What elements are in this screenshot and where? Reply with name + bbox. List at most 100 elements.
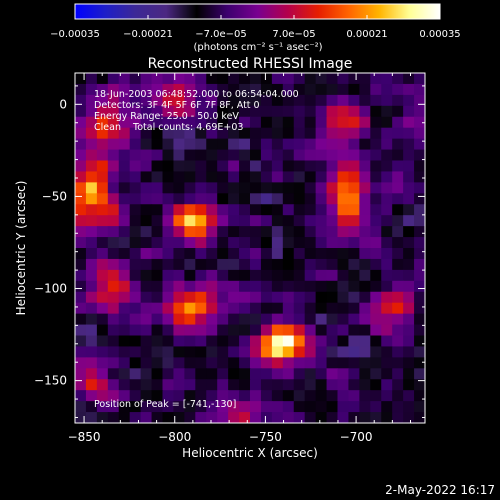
heatmap-cell bbox=[250, 313, 262, 326]
heatmap-cell bbox=[392, 204, 404, 216]
heatmap-cell bbox=[282, 171, 295, 183]
heatmap-cell bbox=[107, 324, 120, 337]
heatmap-cell bbox=[403, 116, 415, 129]
heatmap-cell bbox=[304, 357, 317, 369]
heatmap-cell bbox=[337, 105, 350, 118]
heatmap-cell bbox=[250, 138, 262, 151]
heatmap-cell bbox=[162, 357, 175, 369]
heatmap-cell bbox=[228, 138, 240, 151]
heatmap-cell bbox=[403, 204, 415, 216]
heatmap-cell bbox=[75, 171, 87, 183]
heatmap-cell bbox=[381, 226, 393, 238]
heatmap-cell bbox=[282, 401, 295, 413]
heatmap-cell bbox=[75, 105, 87, 118]
heatmap-cell bbox=[195, 324, 207, 337]
heatmap-cell bbox=[140, 280, 153, 293]
y-axis-ticks: 0 −50 −100 −150 bbox=[34, 85, 425, 418]
heatmap-cell bbox=[260, 73, 273, 85]
heatmap-cell bbox=[118, 237, 131, 249]
heatmap-cell bbox=[392, 335, 404, 348]
heatmap-cell bbox=[85, 390, 98, 402]
heatmap-cell bbox=[293, 401, 306, 413]
heatmap-cell bbox=[129, 379, 142, 391]
heatmap-cell bbox=[162, 368, 175, 380]
heatmap-cell bbox=[326, 368, 339, 380]
heatmap-cell bbox=[173, 149, 185, 162]
heatmap-cell bbox=[293, 291, 306, 304]
heatmap-cell bbox=[381, 83, 393, 96]
heatmap-cell bbox=[228, 160, 240, 173]
heatmap-cell bbox=[217, 412, 229, 423]
x-axis-ticks: −850 −800 −750 −700 bbox=[68, 73, 411, 444]
heatmap-cell bbox=[173, 204, 185, 216]
heatmap-cell bbox=[392, 116, 404, 129]
heatmap-cell bbox=[260, 291, 273, 304]
x-tick-label: −700 bbox=[340, 430, 373, 444]
heatmap-cell bbox=[195, 215, 207, 227]
heatmap-cell bbox=[260, 379, 273, 391]
heatmap-cell bbox=[250, 171, 262, 183]
heatmap-cell bbox=[359, 138, 371, 151]
heatmap-cell bbox=[162, 116, 175, 129]
heatmap-cell bbox=[392, 160, 404, 173]
heatmap-cell bbox=[414, 313, 425, 326]
heatmap-cell bbox=[392, 291, 404, 304]
heatmap-cell bbox=[250, 215, 262, 227]
heatmap-cell bbox=[140, 149, 153, 162]
heatmap-cell bbox=[326, 215, 339, 227]
heatmap-cell bbox=[304, 390, 317, 402]
heatmap-cell bbox=[250, 379, 262, 391]
heatmap-cell bbox=[107, 401, 120, 413]
heatmap-cell bbox=[315, 182, 328, 194]
heatmap-cell bbox=[75, 204, 87, 216]
heatmap-cell bbox=[304, 94, 317, 107]
heatmap-cell bbox=[304, 160, 317, 173]
x-tick-label: −750 bbox=[249, 430, 282, 444]
heatmap-cell bbox=[414, 258, 425, 271]
heatmap-cell bbox=[195, 379, 207, 391]
heatmap-cell bbox=[107, 83, 120, 96]
heatmap-cell bbox=[392, 269, 404, 282]
heatmap-cell bbox=[75, 335, 87, 348]
heatmap-cell bbox=[173, 258, 185, 271]
heatmap-cell bbox=[96, 248, 109, 260]
heatmap-cell bbox=[239, 248, 251, 260]
heatmap-cell bbox=[140, 160, 153, 173]
heatmap-cell bbox=[348, 302, 360, 315]
heatmap-cell bbox=[173, 116, 185, 129]
heatmap-cell bbox=[173, 379, 185, 391]
heatmap-cell bbox=[217, 269, 229, 282]
heatmap-cell bbox=[96, 357, 109, 369]
heatmap-cell bbox=[348, 94, 360, 107]
heatmap-cell bbox=[195, 335, 207, 348]
heatmap-cell bbox=[293, 182, 306, 194]
heatmap-cell bbox=[162, 401, 175, 413]
heatmap-cell bbox=[315, 94, 328, 107]
heatmap-cell bbox=[370, 83, 382, 96]
heatmap-cell bbox=[370, 215, 382, 227]
heatmap-cell bbox=[140, 346, 153, 358]
heatmap-cell bbox=[118, 335, 131, 348]
heatmap-cell bbox=[195, 73, 207, 85]
heatmap-cell bbox=[282, 105, 295, 118]
heatmap-cell bbox=[392, 149, 404, 162]
heatmap-cell bbox=[118, 193, 131, 205]
heatmap-cell bbox=[140, 193, 153, 205]
heatmap-cell bbox=[348, 390, 360, 402]
heatmap-cell bbox=[129, 171, 142, 183]
heatmap-cell bbox=[304, 226, 317, 238]
heatmap-cell bbox=[85, 94, 98, 107]
heatmap-cell bbox=[107, 94, 120, 107]
heatmap-cell bbox=[293, 313, 306, 326]
heatmap-cell bbox=[96, 149, 109, 162]
heatmap-cell bbox=[239, 313, 251, 326]
heatmap-cell bbox=[162, 127, 175, 140]
heatmap-cell bbox=[348, 215, 360, 227]
heatmap-cell bbox=[173, 390, 185, 402]
heatmap-cell bbox=[260, 204, 273, 216]
heatmap-cell bbox=[250, 105, 262, 118]
heatmap-cell bbox=[370, 313, 382, 326]
heatmap-cell bbox=[326, 160, 339, 173]
heatmap-cell bbox=[392, 94, 404, 107]
heatmap-cell bbox=[326, 346, 339, 358]
